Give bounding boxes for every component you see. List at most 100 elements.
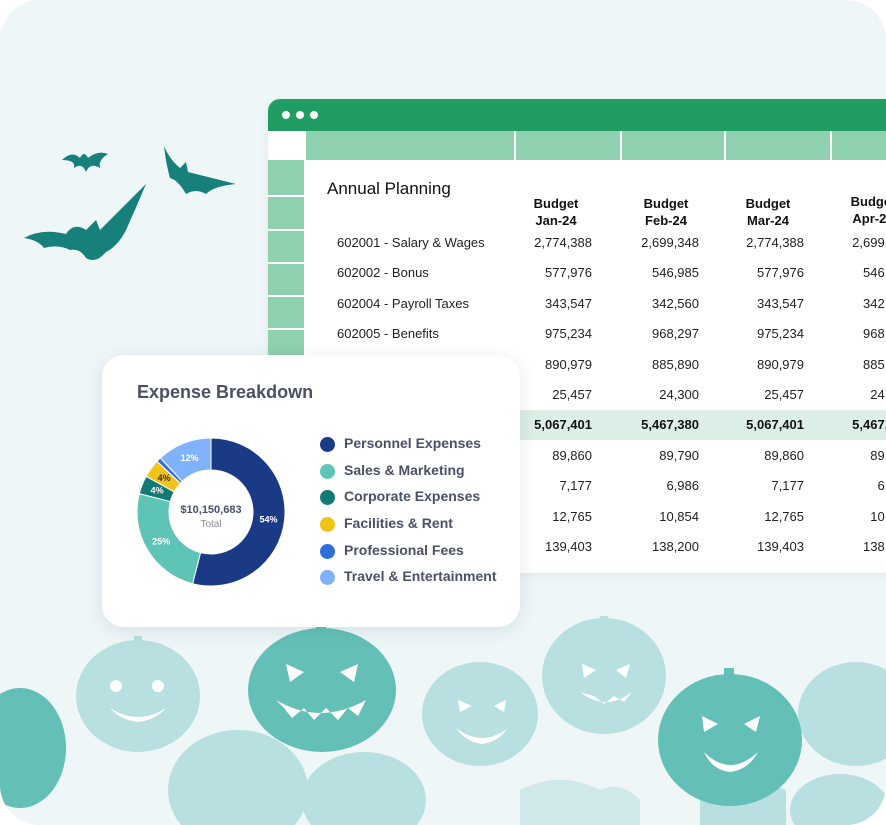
row-label: 602005 - Benefits [337,326,439,342]
table-row[interactable]: 89,860 89,790 89,860 89,790 [304,441,886,471]
table-row[interactable]: 25,457 24,300 25,457 24,300 [304,380,886,410]
legend-label: Facilities & Rent [344,515,453,532]
legend-color-dot [320,437,335,452]
window-control-dot[interactable] [282,111,290,119]
table-cell[interactable]: 342,560 [652,295,699,311]
sheet-title: Annual Planning [327,179,451,198]
legend-color-dot [320,543,335,559]
table-cell[interactable]: 139,403 [545,539,592,554]
column-header-bar [268,131,886,160]
legend-color-dot [320,490,335,506]
column-divider [514,131,516,160]
table-cell[interactable]: 546,985 [652,265,699,281]
table-cell[interactable]: 7,177 [559,478,592,494]
table-cell[interactable]: 968,297 [652,326,699,342]
table-cell[interactable]: 5,067,401 [746,417,804,433]
table-cell[interactable]: 343,547 [545,295,592,311]
legend-label: Personnel Expenses [344,435,481,451]
table-cell[interactable]: 12,765 [764,508,804,524]
table-cell[interactable]: 885,890 [652,356,699,372]
window-control-dot[interactable] [310,111,318,119]
table-cell[interactable]: 25,457 [552,387,592,402]
column-header-line: Budget [643,196,689,211]
legend-label: Professional Fees [344,541,464,558]
donut-slice[interactable] [191,437,286,587]
donut-slice[interactable] [159,437,212,483]
row-divider [268,229,304,231]
table-cell[interactable]: 342,560 [863,295,886,311]
table-cell[interactable]: 139,403 [757,539,804,554]
column-header: Budget Apr-24 [823,193,886,227]
table-cell[interactable]: 968,297 [863,326,886,342]
header-corner [268,131,304,160]
column-header-line: Budget [533,196,579,211]
column-header-line: Feb-24 [645,213,687,228]
table-row[interactable]: 139,403 138,200 139,403 138,200 [304,532,886,562]
bat-icon [164,146,236,194]
table-cell[interactable]: 2,699,348 [852,235,886,250]
table-row[interactable]: 602004 - Payroll Taxes 343,547 342,560 343,… [304,289,886,319]
row-divider [268,262,304,264]
table-cell[interactable]: 89,790 [870,447,886,463]
table-cell[interactable]: 885,890 [863,356,886,372]
table-cell[interactable]: 890,979 [757,356,804,372]
column-divider [724,131,726,160]
row-divider [268,195,304,197]
table-cell[interactable]: 7,177 [771,478,804,494]
table-row[interactable]: 890,979 885,890 890,979 885,890 [304,350,886,380]
table-cell[interactable]: 10,854 [870,508,886,524]
legend-label: Sales & Marketing [344,461,465,478]
table-row[interactable]: 12,765 10,854 12,765 10,854 [304,502,886,532]
row-label: 602001 - Salary & Wages [337,235,485,250]
table-cell[interactable]: 890,979 [545,356,592,372]
table-cell[interactable]: 6,986 [666,478,699,494]
table-row[interactable]: 602001 - Salary & Wages 2,774,388 2,699,34… [304,228,886,258]
table-row[interactable]: 602005 - Benefits 975,234 968,297 975,234 96… [304,319,886,349]
donut-total-value: $10,150,683 [180,504,241,516]
table-row[interactable]: 602002 - Bonus 577,976 546,985 577,976 546,9… [304,258,886,288]
table-cell[interactable]: 975,234 [757,326,804,342]
row-divider [268,328,304,330]
column-header-line: Budget [745,196,791,211]
table-cell[interactable]: 343,547 [757,295,804,311]
column-header: Budget Jan-24 [506,195,606,229]
bat-icon [24,184,146,260]
donut-slice-label: 4% [158,473,171,483]
table-cell[interactable]: 12,765 [552,508,592,524]
table-cell[interactable]: 24,300 [870,387,886,402]
table-cell[interactable]: 2,774,388 [534,235,592,250]
row-label: 602002 - Bonus [337,265,429,281]
legend-color-dot [320,517,335,533]
table-cell[interactable]: 2,774,388 [746,235,804,250]
table-cell[interactable]: 89,790 [659,447,699,463]
table-cell[interactable]: 138,200 [652,539,699,554]
table-cell[interactable]: 10,854 [659,508,699,524]
table-cell[interactable]: 6,986 [877,478,886,494]
table-cell[interactable]: 577,976 [757,265,804,281]
table-cell[interactable]: 24,300 [659,387,699,402]
table-cell[interactable]: 2,699,348 [641,235,699,250]
column-header-line: Jan-24 [535,213,577,228]
row-divider [268,295,304,297]
table-cell[interactable]: 89,860 [764,447,804,463]
table-cell[interactable]: 5,067,401 [534,417,592,433]
table-cell[interactable]: 25,457 [764,387,804,402]
column-header-line: Mar-24 [747,213,789,228]
table-cell[interactable]: 89,860 [552,447,592,463]
table-row[interactable]: 7,177 6,986 7,177 6,986 [304,471,886,501]
card-title: Expense Breakdown [137,382,314,402]
table-cell[interactable]: 138,200 [863,539,886,554]
table-cell[interactable]: 5,467,380 [852,417,886,433]
window-control-dot[interactable] [296,111,304,119]
table-cell[interactable]: 5,467,380 [641,417,699,433]
table-cell[interactable]: 975,234 [545,326,592,342]
expense-breakdown-card: Expense Breakdown 54% 25% 4% 4% 12% $10,150,… [102,355,520,627]
table-cell[interactable]: 577,976 [545,265,592,281]
table-cell[interactable]: 546,985 [863,265,886,281]
donut-slice-label: 25% [152,537,170,547]
column-header-line: Apr-24 [852,211,886,226]
row-label: 602004 - Payroll Taxes [337,295,470,311]
donut-total-label: Total [200,519,221,530]
